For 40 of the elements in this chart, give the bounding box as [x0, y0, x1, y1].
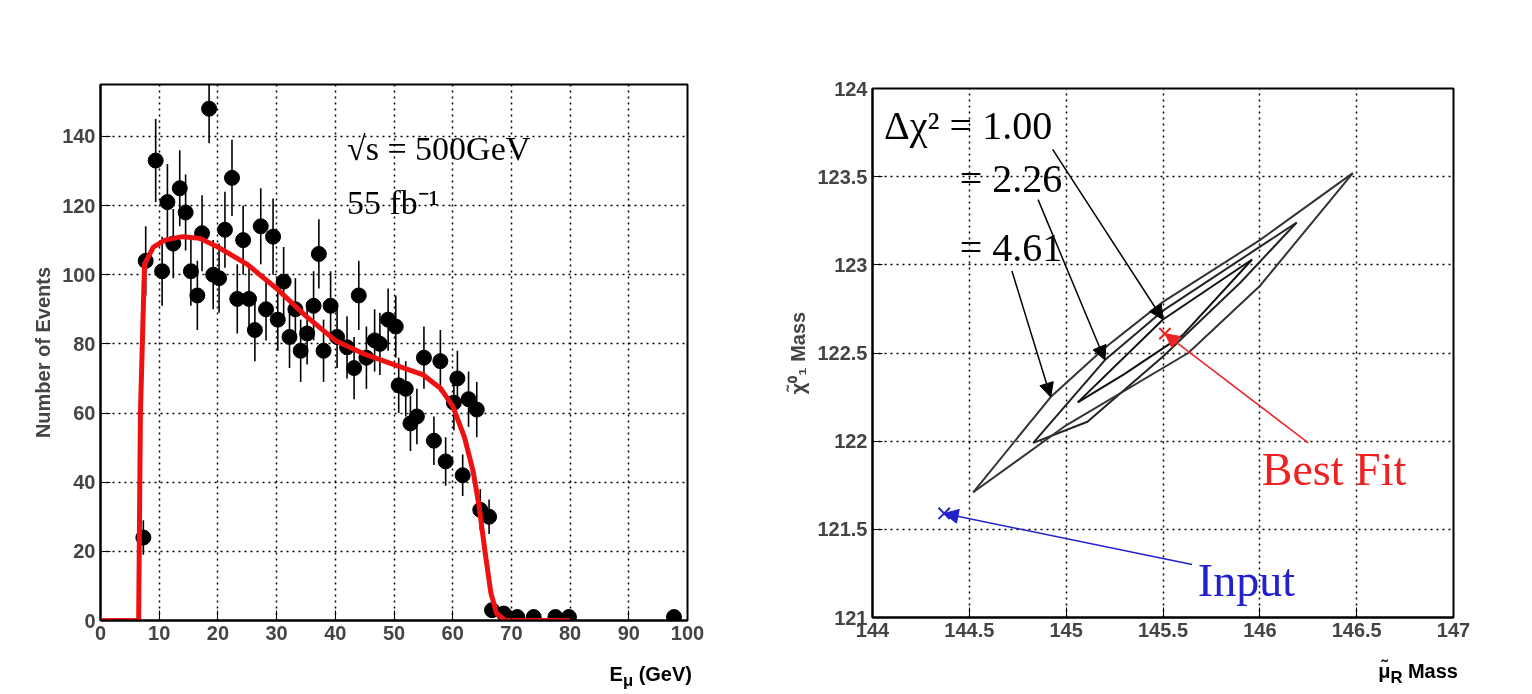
x-tick-label: 40: [324, 621, 347, 644]
x-tick-label: 146.5: [1331, 618, 1382, 641]
y-tick-label: 60: [73, 402, 96, 425]
y-tick-label: 140: [62, 125, 96, 148]
annotation: = 2.26: [959, 155, 1063, 201]
annotation: Input: [1197, 554, 1296, 606]
y-axis-title: Number of Events: [32, 266, 55, 439]
y-tick-label: 122: [834, 430, 868, 453]
x-tick-label: 144.5: [944, 618, 995, 641]
x-tick-label: 146: [1243, 618, 1277, 641]
y-tick-label: 124: [834, 77, 869, 100]
x-tick-label: 50: [382, 621, 406, 644]
y-tick-label: 40: [73, 471, 96, 494]
x-tick-label: 90: [617, 621, 640, 644]
x-tick-label: 20: [206, 621, 230, 644]
x-tick-label: 10: [148, 621, 171, 644]
x-tick-label: 70: [500, 621, 523, 644]
x-tick-label: 100: [670, 621, 705, 644]
y-tick-label: 100: [62, 263, 96, 286]
y-tick-label: 123.5: [817, 165, 868, 188]
x-tick-label: 145.5: [1137, 618, 1189, 641]
x-axis-title: μ̃$_{R}$ Mass: [1378, 658, 1458, 689]
annotation: 55 fb⁻¹: [347, 183, 440, 221]
y-tick-label: 122.5: [817, 342, 868, 364]
annotation: Δχ² = 1.00: [884, 103, 1053, 149]
y-tick-label: 20: [73, 540, 96, 563]
x-tick-label: 30: [265, 621, 288, 644]
annotation: √s = 500GeV: [347, 130, 531, 168]
y-axis-title: χ̃⁰₁ Mass: [786, 311, 810, 395]
y-tick-label: 123: [834, 253, 868, 276]
x-tick-label: 80: [558, 621, 582, 644]
annotation: Best Fit: [1261, 443, 1407, 495]
x-tick-label: 60: [441, 621, 464, 644]
x-tick-label: 147: [1436, 618, 1471, 641]
y-tick-label: 80: [73, 332, 96, 355]
annotation: = 4.61: [959, 224, 1063, 270]
x-tick-label: 145: [1049, 618, 1083, 641]
x-axis-title: E$_{μ}$ (GeV): [609, 662, 692, 692]
y-tick-label: 120: [62, 194, 96, 217]
y-tick-label: 121.5: [817, 518, 868, 541]
